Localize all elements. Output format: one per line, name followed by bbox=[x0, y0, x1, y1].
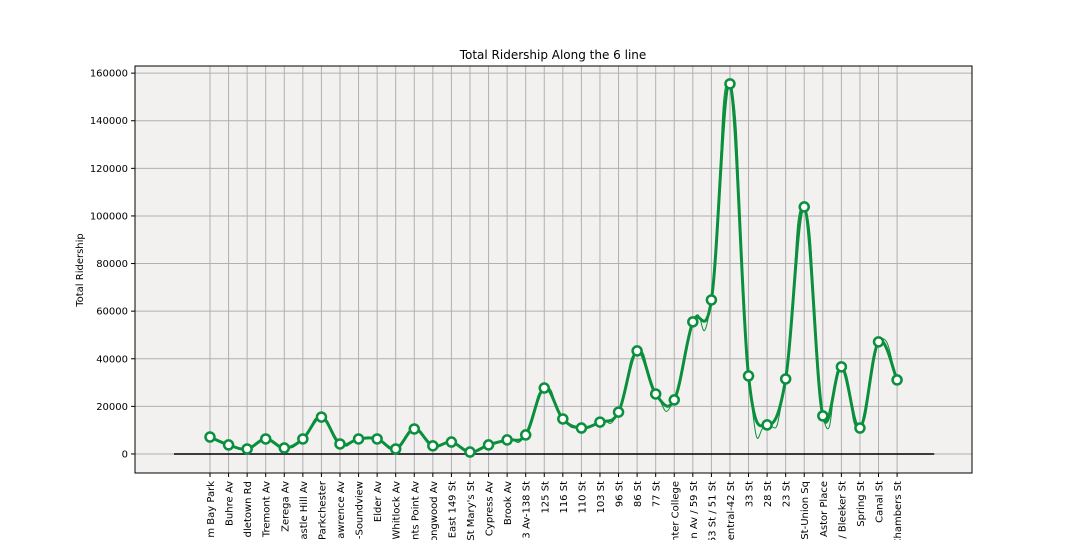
point bbox=[352, 433, 365, 445]
point bbox=[538, 382, 551, 394]
point bbox=[241, 443, 253, 455]
point bbox=[705, 294, 718, 306]
point bbox=[334, 438, 346, 450]
point bbox=[389, 443, 402, 455]
point bbox=[204, 431, 216, 443]
point bbox=[742, 370, 755, 382]
x-tick-label: 53 St / 51 St bbox=[707, 481, 718, 540]
point bbox=[835, 361, 848, 373]
x-tick-label: nts Point Av bbox=[410, 481, 421, 540]
point bbox=[557, 413, 569, 425]
x-tick-label: St Mary's St bbox=[466, 481, 477, 540]
point bbox=[594, 416, 606, 428]
x-tick-label: / Bleeker St bbox=[837, 481, 848, 539]
x-tick-label: 96 St bbox=[615, 481, 626, 507]
x-tick-label: St-Union Sq bbox=[800, 481, 811, 540]
x-tick-label: Spring St bbox=[856, 481, 867, 527]
point bbox=[427, 440, 439, 452]
point bbox=[445, 436, 458, 448]
x-tick-label: dletown Rd bbox=[243, 481, 254, 537]
point bbox=[371, 433, 383, 445]
point bbox=[315, 411, 328, 423]
x-tick-label: 28 St bbox=[763, 481, 774, 507]
x-tick-label: 125 St bbox=[540, 481, 551, 514]
x-tick-label: 33 St bbox=[745, 481, 756, 507]
x-tick-label: awrence Av bbox=[336, 481, 347, 539]
point bbox=[891, 374, 903, 386]
y-tick-label: 60000 bbox=[96, 307, 128, 318]
point bbox=[278, 442, 291, 454]
point bbox=[872, 336, 885, 348]
y-tick-label: 100000 bbox=[90, 211, 128, 222]
y-tick-label: 80000 bbox=[96, 259, 128, 270]
x-tick-label: 3 Av-138 St bbox=[522, 481, 533, 539]
y-tick-label: 140000 bbox=[90, 116, 128, 127]
x-tick-label: 103 St bbox=[596, 481, 607, 514]
point bbox=[779, 373, 792, 385]
x-tick-label: -Soundview bbox=[355, 481, 366, 539]
x-tick-label: ongwood Av bbox=[429, 481, 440, 540]
point bbox=[297, 433, 309, 445]
x-tick-label: n Av / 59 St bbox=[689, 481, 700, 539]
point bbox=[222, 439, 235, 451]
point bbox=[482, 439, 495, 451]
point bbox=[464, 446, 476, 458]
point bbox=[631, 345, 643, 357]
y-tick-label: 40000 bbox=[96, 354, 128, 365]
x-tick-label: 86 St bbox=[633, 481, 644, 507]
point bbox=[798, 201, 810, 213]
x-tick-label: 116 St bbox=[559, 481, 570, 514]
y-tick-label: 20000 bbox=[96, 402, 128, 413]
x-tick-label: nter College bbox=[670, 481, 681, 540]
x-tick-label: 110 St bbox=[577, 481, 588, 514]
plot-area bbox=[135, 66, 972, 473]
y-tick-label: 160000 bbox=[90, 69, 128, 80]
x-tick-label: m Bay Park bbox=[206, 481, 217, 538]
x-tick-label: Astor Place bbox=[819, 481, 830, 537]
x-tick-label: Brook Av bbox=[503, 481, 514, 525]
point bbox=[612, 406, 625, 418]
x-tick-label: Canal St bbox=[875, 481, 886, 523]
point bbox=[408, 423, 421, 435]
point bbox=[575, 422, 588, 434]
point bbox=[519, 429, 532, 441]
x-tick-label: 77 St bbox=[652, 481, 663, 507]
y-axis-label: Total Ridership bbox=[75, 233, 86, 308]
x-tick-label: East 149 St bbox=[447, 481, 458, 538]
x-tick-label: 23 St bbox=[782, 481, 793, 507]
point bbox=[687, 316, 699, 328]
plot-frame bbox=[134, 65, 973, 474]
y-tick-label: 0 bbox=[122, 449, 128, 460]
point bbox=[649, 388, 662, 400]
x-tick-label: Parkchester bbox=[317, 480, 328, 540]
point bbox=[854, 422, 866, 434]
x-tick-label: Zerega Av bbox=[280, 481, 291, 532]
x-tick-label: Cypress Av bbox=[485, 481, 496, 536]
chart-title: Total Ridership Along the 6 line bbox=[459, 48, 647, 62]
y-tick-label: 120000 bbox=[90, 164, 128, 175]
point bbox=[724, 78, 736, 90]
point bbox=[259, 433, 272, 445]
x-tick-label: Tremont Av bbox=[262, 481, 273, 538]
point bbox=[501, 434, 513, 446]
x-tick-label: astle Hill Av bbox=[299, 481, 310, 540]
x-tick-label: Whitlock Av bbox=[392, 481, 403, 540]
x-tick-label: entral-42 St bbox=[726, 481, 737, 540]
x-tick-label: Chambers St bbox=[893, 481, 904, 540]
point bbox=[761, 419, 773, 431]
x-tick-label: Elder Av bbox=[373, 481, 384, 522]
point bbox=[668, 394, 680, 406]
x-tick-label: Buhre Av bbox=[225, 481, 236, 526]
point bbox=[817, 410, 829, 422]
